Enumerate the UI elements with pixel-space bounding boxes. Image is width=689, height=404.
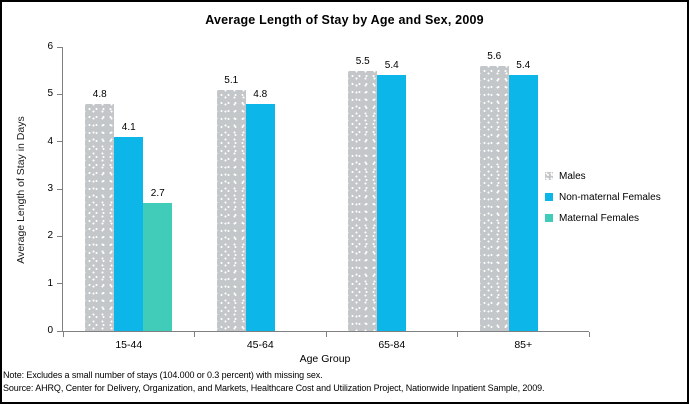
chart-title: Average Length of Stay by Age and Sex, 2… [205,13,484,27]
legend-label-non-maternal-females: Non-maternal Females [559,191,661,203]
bar-non-maternal-females-85+ [508,75,538,331]
legend-marker-non-maternal-females [545,193,553,201]
x-axis-category-label: 15-44 [115,339,143,351]
bar-males-45-64 [216,89,246,331]
y-axis-tick [57,188,62,190]
bar-maternal-females-15-44 [143,203,173,331]
x-axis-category-label: 85+ [514,339,533,351]
y-axis-tick [57,93,62,95]
bar-males-15-44 [85,103,115,331]
bar-males-65-84 [348,70,378,331]
x-axis-tick [194,332,195,337]
bar-value-label: 5.1 [224,74,239,86]
footnote-note: Note: Excludes a small number of stays (… [3,370,323,380]
bar-non-maternal-females-65-84 [377,75,407,331]
bar-value-label: 5.4 [384,60,399,72]
legend-label-males: Males [559,170,586,182]
bar-value-label: 4.8 [253,88,268,100]
y-axis-tick-label: 3 [47,183,53,194]
legend-marker-males [545,172,553,180]
footnote-source: Source: AHRQ, Center for Delivery, Organ… [3,382,545,393]
bar-males-85+ [479,65,509,331]
y-axis-tick [57,330,62,332]
x-axis-title: Age Group [299,353,351,365]
y-axis-tick-label: 2 [47,230,53,242]
x-axis-tick [325,332,327,337]
y-axis-tick [57,46,62,48]
bar-value-label: 5.4 [516,60,531,72]
bar-value-label: 2.7 [150,188,165,200]
x-axis-tick [457,332,458,337]
legend-item-non-maternal-females: Non-maternal Females [545,191,661,203]
y-axis-tick-label: 1 [47,277,53,289]
x-axis-category-label: 65-84 [378,339,406,351]
legend: Males Non-maternal Females Maternal Female… [545,171,661,234]
y-axis-title: Average Length of Stay in Days [15,116,27,264]
bar-value-label: 5.5 [355,55,370,67]
legend-label-maternal-females: Maternal Females [559,212,640,224]
y-axis-tick-label: 5 [47,88,53,100]
bar-value-label: 4.8 [92,88,107,100]
plot-area: 0 1 2 3 4 5 6 15-44 45-64 65-84 85+ 4.8 5.1 5.5 5.6 4.1… [47,41,590,351]
y-axis-tick [57,141,62,143]
legend-item-maternal-females: Maternal Females [545,212,661,224]
x-axis-tick [588,332,590,337]
x-axis-category-label: 45-64 [246,339,274,351]
legend-item-males: Males [545,170,661,182]
y-axis-tick-label: 4 [47,135,53,147]
y-axis-tick-label: 0 [47,325,53,336]
y-axis-tick [57,283,62,285]
x-axis-tick [62,332,64,337]
bar-non-maternal-females-45-64 [245,103,275,331]
bar-value-label: 5.6 [487,50,502,62]
y-axis-tick [57,235,62,237]
legend-marker-maternal-females [545,214,553,222]
bar-value-label: 4.1 [121,121,136,133]
bar-non-maternal-females-15-44 [114,136,144,331]
y-axis-tick-label: 6 [47,41,53,52]
footnotes: Note: Excludes a small number of stays (… [3,369,686,394]
